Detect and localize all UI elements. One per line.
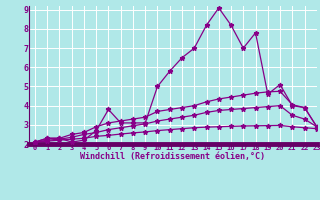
X-axis label: Windchill (Refroidissement éolien,°C): Windchill (Refroidissement éolien,°C) [80, 152, 265, 161]
